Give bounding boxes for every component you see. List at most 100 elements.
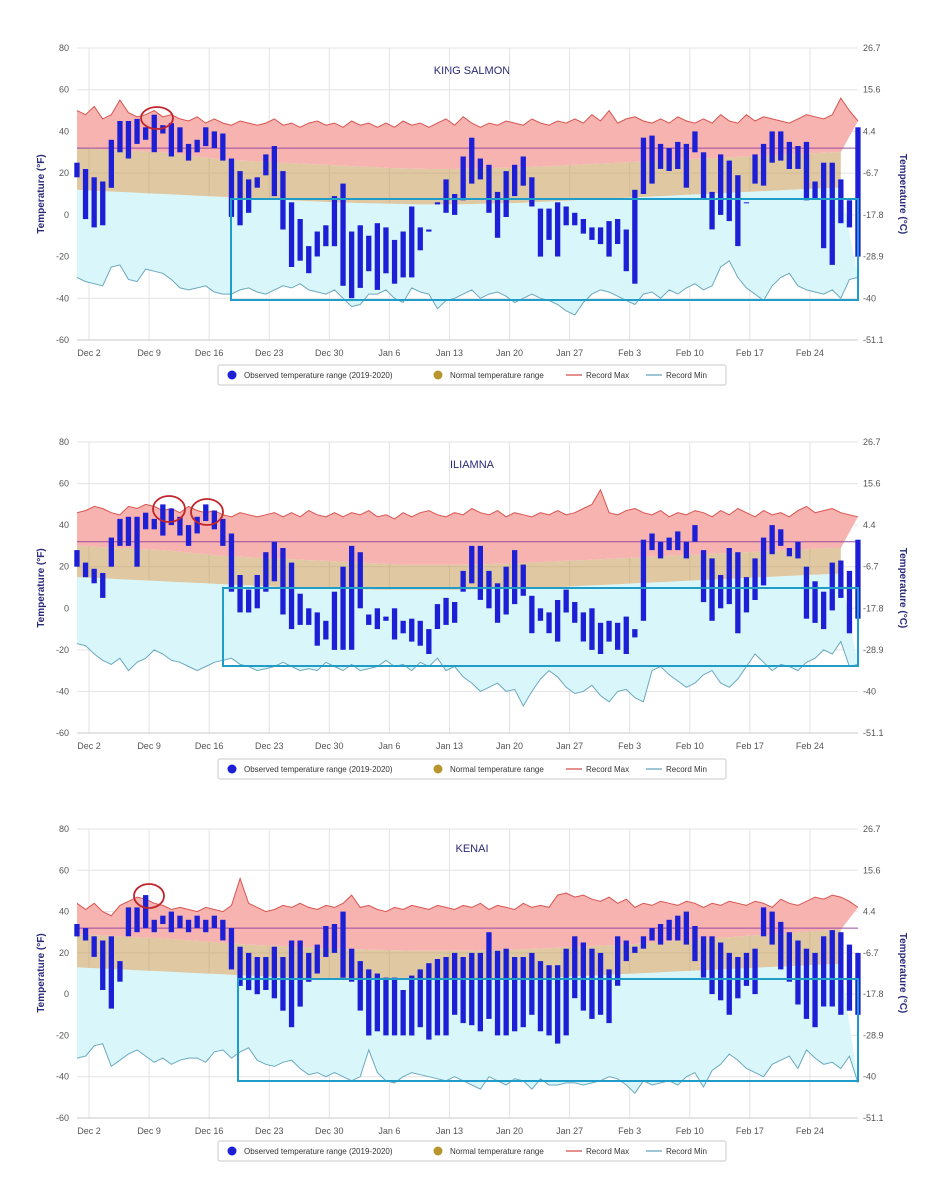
observed-bar [91,177,97,228]
observed-bar [812,952,818,1028]
x-tick-label: Dec 30 [315,348,344,358]
record-max-line [76,876,859,917]
observed-bar [203,504,209,521]
observed-bar [228,533,235,592]
observed-bar [769,525,775,555]
x-tick-label: Dec 9 [137,741,161,751]
observed-bar [838,179,844,224]
y-tick-label: 20 [59,948,69,958]
y-tick-label: -20 [56,252,69,262]
observed-bar [640,936,647,949]
observed-bar [606,620,612,642]
x-tick-label: Jan 13 [436,348,463,358]
legend-box [217,758,727,780]
observed-bar [778,131,784,161]
observed-bar [306,246,312,274]
observed-bar [752,154,758,184]
observed-bar [434,604,441,629]
observed-bar [151,518,157,530]
y-tick-label: 40 [59,907,69,917]
observed-bar [821,591,827,630]
observed-bar [494,950,501,1036]
observed-bar [254,957,260,995]
legend-observed-marker [227,370,237,380]
observed-bar [108,139,114,188]
observed-bar [666,148,672,171]
observed-bar [366,969,372,1036]
x-tick-label: Jan 13 [436,741,463,751]
y-tick-label: 80 [59,437,69,447]
observed-bar [151,919,157,933]
observed-bar [443,957,449,1036]
annotation-box [237,978,859,1082]
observed-bar [503,948,509,1036]
observed-bar [752,558,758,600]
observed-bar [271,541,277,582]
x-tick-label: Feb 24 [796,348,824,358]
legend-normal-label: Normal temperature range [450,371,544,380]
y2-tick-label: 15.6 [863,85,881,95]
observed-bar [769,911,775,945]
y2-tick-label: -51.1 [863,728,884,738]
observed-bar [537,208,544,257]
observed-bar [452,602,458,623]
observed-bar [649,533,655,551]
x-tick-label: Dec 2 [77,348,101,358]
observed-bar [211,510,217,530]
observed-bar [486,570,492,609]
observed-bar [100,181,106,226]
observed-bar [572,212,578,226]
observed-bar [692,525,698,542]
observed-bar [597,952,604,1015]
record-max-line [76,97,859,128]
y-axis-title-left: Temperature (°F) [36,548,47,627]
x-tick-label: Jan 20 [496,348,523,358]
observed-bar [760,537,767,586]
observed-bar [829,562,835,611]
observed-bar [563,948,569,1036]
observed-bar [434,202,441,205]
y-tick-label: 80 [59,824,69,834]
observed-bar [718,942,724,1001]
observed-bar [606,969,612,1024]
observed-bar [477,158,483,180]
observed-bar [160,915,166,924]
observed-bar [572,602,578,623]
observed-bar [108,936,114,1009]
observed-bar [520,957,526,1028]
observed-bar [846,200,853,228]
y-tick-label: 60 [59,85,69,95]
observed-bar [649,928,655,941]
observed-bar [795,146,801,169]
observed-bar [288,202,295,267]
observed-bar [323,926,329,957]
observed-bar [512,550,518,605]
x-tick-label: Dec 30 [315,1126,344,1136]
y-tick-label: 60 [59,479,69,489]
observed-bar [203,127,209,147]
observed-bar [134,118,140,144]
observed-bar [349,948,355,982]
y2-tick-label: 4.4 [863,907,876,917]
observed-bar [709,191,715,230]
observed-bar [675,915,681,941]
observed-bar [117,961,123,982]
observed-bar [211,131,217,149]
observed-bar [632,946,638,953]
observed-bar [803,141,810,201]
observed-bar [760,143,767,186]
observed-bar [194,516,200,534]
y2-tick-label: 4.4 [863,520,876,530]
observed-bar [288,940,295,1028]
observed-bar [177,915,183,929]
observed-bar [503,566,509,615]
observed-bar [374,973,380,1032]
observed-bar [108,537,114,567]
observed-bar [718,575,724,609]
observed-bar [263,552,269,592]
observed-bar [82,169,89,220]
observed-bar [821,936,827,1007]
observed-bar [211,915,217,929]
observed-bar [580,942,586,1011]
